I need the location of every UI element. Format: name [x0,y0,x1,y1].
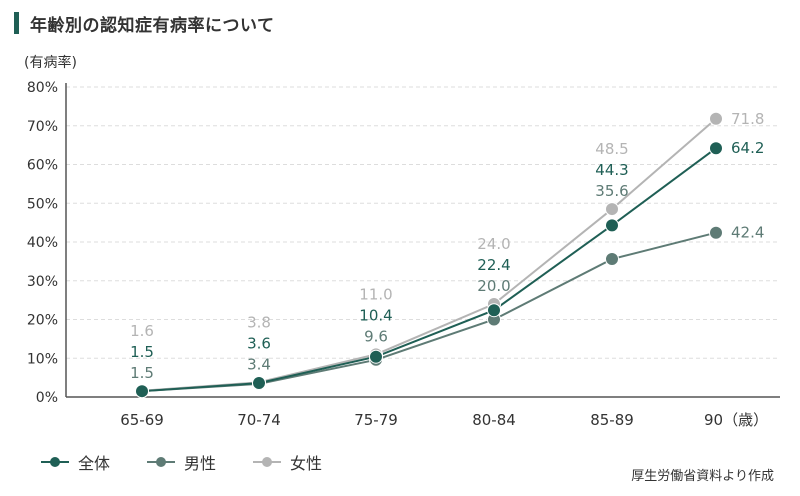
y-tick-label: 60% [27,158,58,174]
data-label-male: 42.4 [731,224,764,242]
x-tick-label: 90（歳） [704,411,768,429]
data-point-male [709,225,723,240]
y-tick-label: 50% [27,196,58,212]
data-point-male [605,252,619,267]
data-label-overall: 1.5 [130,343,154,361]
data-label-male: 35.6 [595,182,628,200]
legend-swatch-overall [41,457,69,467]
data-label-male: 3.4 [247,355,271,373]
legend-item-female: 女性 [252,450,322,474]
data-label-overall: 44.3 [595,161,628,179]
data-point-overall [135,384,149,399]
chart-title: 年齢別の認知症有病率について [30,15,275,36]
data-point-overall [487,303,501,318]
series-line-overall [141,147,717,393]
data-label-overall: 64.2 [731,139,764,157]
legend-swatch-male [147,457,176,467]
data-label-overall: 22.4 [477,256,510,274]
data-point-female [709,111,723,126]
legend-swatch-female [253,457,282,467]
title-block: 年齢別の認知症有病率について [14,10,275,36]
series-line-male [141,231,717,393]
legend-label-female: 女性 [290,454,323,473]
data-label-female: 48.5 [595,140,628,158]
legend-label-male: 男性 [184,454,217,473]
y-tick-label: 30% [27,274,58,290]
data-label-female: 71.8 [731,110,764,128]
legend-item-overall: 全体 [40,450,110,474]
data-point-overall [605,218,619,233]
y-tick-label: 0% [36,390,58,406]
data-label-overall: 10.4 [359,306,392,324]
y-tick-label: 10% [27,351,58,367]
x-tick-label: 70-74 [237,411,281,429]
data-label-female: 24.0 [477,235,510,253]
line-chart: 0% 10% 20% 30% 40% 50% 60% 70% 80% 65-69 70-74 75-7… [27,80,780,429]
source-note: 厚生労働省資料より作成 [631,469,774,484]
data-label-overall: 3.6 [247,334,271,352]
x-tick-label: 65-69 [120,411,164,429]
x-tick-label: 75-79 [354,411,398,429]
data-point-overall [369,349,383,364]
data-point-overall [709,141,723,156]
data-label-male: 1.5 [130,364,154,382]
y-tick-label: 20% [27,313,58,329]
data-point-overall [252,376,266,391]
x-tick-label: 80-84 [472,411,516,429]
data-label-female: 11.0 [359,285,392,303]
data-label-male: 9.6 [364,327,388,345]
legend-item-male: 男性 [146,450,216,474]
y-tick-label: 70% [27,119,58,135]
data-label-female: 3.8 [247,313,271,331]
legend: 全体 男性 女性 [40,450,358,474]
data-label-female: 1.6 [130,322,154,340]
title-accent-bar [14,12,19,34]
y-axis-unit-label: (有病率) [24,55,77,71]
data-point-female [605,202,619,217]
y-tick-label: 80% [27,80,58,96]
x-tick-label: 85-89 [590,411,634,429]
y-tick-label: 40% [27,235,58,251]
data-label-male: 20.0 [477,277,510,295]
legend-label-overall: 全体 [78,454,111,473]
